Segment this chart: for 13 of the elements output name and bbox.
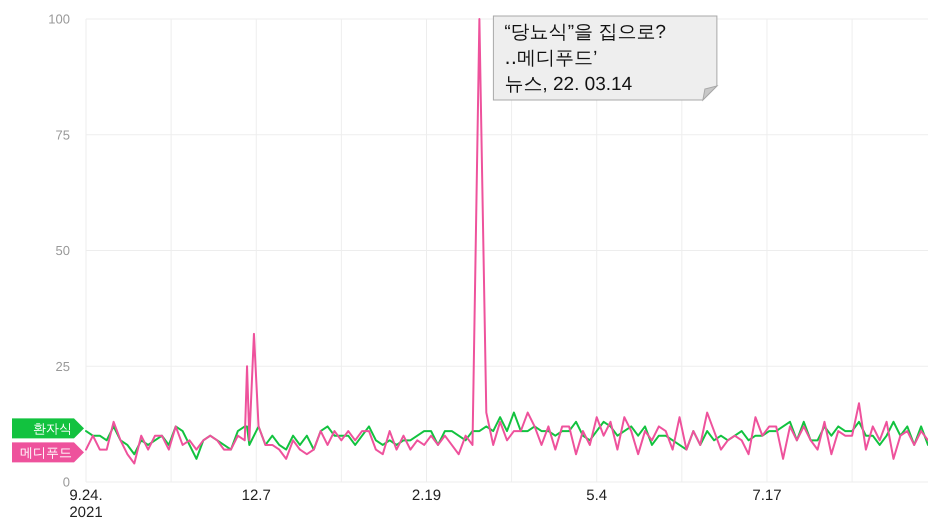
y-tick-label: 75 — [56, 127, 70, 142]
x-tick-label: 12.7 — [242, 487, 271, 504]
y-tick-label: 50 — [56, 243, 70, 258]
y-tick-label: 0 — [62, 474, 70, 490]
series-label: 환자식 — [33, 420, 72, 436]
x-tick-label: 9.24. 2021 — [69, 487, 103, 518]
annotation: “당뇨식”을 집으로? ‥메디푸드’ 뉴스, 22. 03.14 — [504, 22, 666, 95]
y-tick-label: 25 — [56, 358, 70, 374]
x-tick-label: 5.4 — [586, 487, 608, 504]
y-tick-label: 100 — [48, 12, 70, 26]
x-tick-label: 7.17 — [752, 487, 782, 504]
x-tick-label: 2.19 — [412, 487, 442, 504]
series-label: 메디푸드 — [20, 444, 72, 460]
